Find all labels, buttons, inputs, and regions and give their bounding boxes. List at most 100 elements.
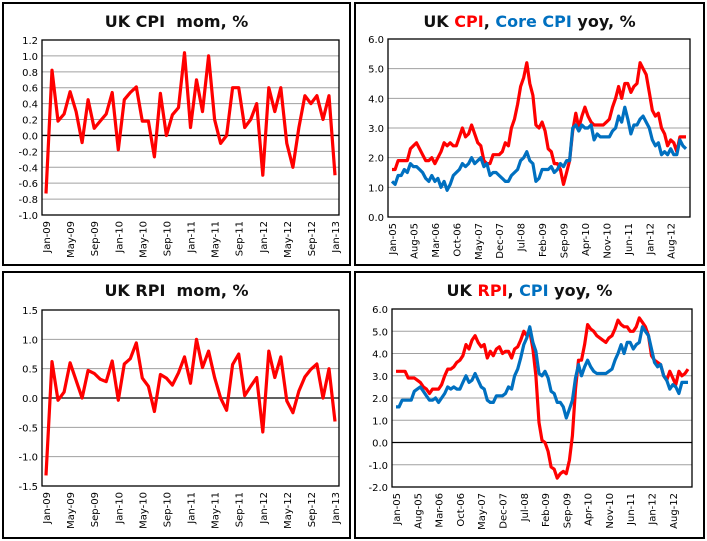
y-tick-label: 0.0 bbox=[22, 394, 38, 405]
y-tick-label: -2.0 bbox=[368, 483, 388, 494]
y-tick-label: 0.0 bbox=[372, 439, 388, 450]
y-tick-label: 0.6 bbox=[22, 84, 38, 95]
chart-title: UK CPI mom, % bbox=[4, 12, 349, 31]
y-tick-label: 3.0 bbox=[368, 124, 384, 135]
y-tick-label: 0.0 bbox=[368, 213, 384, 224]
x-tick-label: Jan-12 bbox=[259, 492, 270, 525]
chart-svg: -2.0 -1.0 0.0 1.0 2.0 3.0 4.0 5.0 6.0 Jan-05 Aug-0… bbox=[368, 305, 693, 530]
y-tick-label: -1.0 bbox=[368, 461, 388, 472]
x-tick-label: Sep-09 bbox=[560, 223, 571, 258]
x-tick-label: Aug-05 bbox=[409, 223, 420, 259]
y-tick-label: 0.8 bbox=[22, 68, 38, 79]
y-tick-label: 0.5 bbox=[22, 365, 38, 376]
series-line-rpi-mom bbox=[44, 337, 337, 476]
x-tick-label: May-07 bbox=[477, 493, 488, 530]
x-tick-label: Jan-12 bbox=[645, 223, 656, 256]
x-tick-label: Oct-06 bbox=[452, 223, 463, 257]
x-tick-label: Sep-10 bbox=[162, 492, 173, 527]
y-tick-label: 1.5 bbox=[22, 306, 38, 317]
chart-title-part: yoy, % bbox=[548, 281, 613, 300]
x-tick-label: Feb-09 bbox=[538, 223, 549, 257]
plot-area-border bbox=[391, 308, 693, 488]
y-tick-label: -1.0 bbox=[18, 211, 38, 222]
y-tick-label: 5.0 bbox=[372, 327, 388, 338]
plot-area-border bbox=[387, 38, 691, 218]
y-tick-label: -0.6 bbox=[18, 179, 38, 190]
series-line-rpi bbox=[396, 316, 690, 480]
y-tick-label: -0.5 bbox=[18, 423, 38, 434]
x-tick-label: Jan-09 bbox=[42, 492, 53, 525]
x-tick-label: Sep-12 bbox=[307, 221, 318, 256]
x-tick-label: Sep-11 bbox=[235, 221, 246, 256]
x-tick-label: Dec-07 bbox=[495, 223, 506, 259]
series-line-cpi-mom bbox=[44, 51, 337, 194]
x-tick-label: Jul-08 bbox=[520, 493, 531, 522]
x-tick-label: Jan-10 bbox=[114, 492, 125, 525]
chart-panel-cpi-core-yoy: UK CPI, Core CPI yoy, % 0.0 1.0 2.0 3.0 4.0 5… bbox=[354, 2, 705, 266]
y-tick-label: 3.0 bbox=[372, 372, 388, 383]
chart-panel-rpi-cpi-yoy: UK RPI, CPI yoy, % -2.0 -1.0 0.0 1.0 2.0 3.0 4… bbox=[354, 271, 705, 539]
x-tick-label: Nov-10 bbox=[605, 493, 616, 529]
y-tick-label: 1.2 bbox=[22, 36, 38, 47]
x-tick-label: Jun-11 bbox=[624, 223, 635, 256]
x-tick-label: Sep-09 bbox=[90, 492, 101, 527]
y-tick-label: 2.0 bbox=[372, 394, 388, 405]
chart-title-part: UK bbox=[423, 12, 455, 31]
y-tick-label: 1.0 bbox=[372, 416, 388, 427]
chart-title-part: UK RPI mom, % bbox=[104, 281, 249, 300]
plot-area-border bbox=[41, 309, 340, 487]
chart-title-part: Core CPI bbox=[495, 12, 572, 31]
x-tick-label: Jan-12 bbox=[648, 493, 659, 526]
x-tick-label: Apr-10 bbox=[581, 223, 592, 256]
x-tick-label: Sep-12 bbox=[307, 492, 318, 527]
x-tick-label: Jul-08 bbox=[517, 223, 528, 252]
chart-title-part: UK CPI mom, % bbox=[104, 12, 249, 31]
x-tick-label: Jan-05 bbox=[392, 493, 403, 526]
chart-title-part: RPI bbox=[477, 281, 508, 300]
x-tick-label: May-12 bbox=[283, 492, 294, 529]
series-line-core-cpi bbox=[390, 105, 688, 192]
x-tick-label: Aug-12 bbox=[669, 493, 680, 529]
y-tick-label: 0.2 bbox=[22, 116, 38, 127]
y-tick-label: 0.4 bbox=[22, 100, 38, 111]
x-tick-label: Sep-10 bbox=[162, 221, 173, 256]
y-tick-label: -0.8 bbox=[18, 195, 38, 206]
x-tick-label: May-07 bbox=[474, 223, 485, 260]
x-tick-label: Nov-10 bbox=[602, 223, 613, 259]
x-tick-label: Oct-06 bbox=[456, 493, 467, 527]
x-tick-label: Mar-06 bbox=[431, 223, 442, 258]
y-tick-label: 4.0 bbox=[368, 94, 384, 105]
chart-svg: 0.0 1.0 2.0 3.0 4.0 5.0 6.0 Jan-05 Aug-05 Mar-06 O… bbox=[368, 35, 691, 260]
x-tick-label: Jan-05 bbox=[388, 223, 399, 256]
chart-svg: -1.5 -1.0 -0.5 0.0 0.5 1.0 1.5 Jan-09 May-09 Sep-… bbox=[18, 306, 342, 529]
x-tick-label: Jan-13 bbox=[331, 492, 342, 525]
chart-title-part: , bbox=[483, 12, 496, 31]
y-tick-label: -1.5 bbox=[18, 482, 38, 493]
series-line-cpi bbox=[396, 325, 688, 420]
x-tick-label: May-09 bbox=[66, 492, 77, 529]
y-tick-label: 1.0 bbox=[368, 183, 384, 194]
chart-title-part: UK bbox=[446, 281, 478, 300]
x-tick-label: Jan-12 bbox=[259, 221, 270, 254]
x-tick-label: Jan-11 bbox=[187, 492, 198, 525]
y-tick-label: -0.4 bbox=[18, 163, 38, 174]
x-tick-label: Feb-09 bbox=[541, 493, 552, 527]
x-tick-label: Jan-11 bbox=[187, 221, 198, 254]
y-tick-label: 0.0 bbox=[22, 131, 38, 142]
x-tick-label: Mar-06 bbox=[435, 493, 446, 528]
series-line-cpi bbox=[392, 61, 686, 186]
x-tick-label: May-10 bbox=[138, 221, 149, 258]
chart-panel-cpi-mom: UK CPI mom, % -1.0 -0.8 -0.6 -0.4 -0.2 0.0 0.2… bbox=[2, 2, 351, 266]
x-tick-label: Sep-09 bbox=[90, 221, 101, 256]
x-tick-label: Apr-10 bbox=[584, 493, 595, 526]
chart-panel-rpi-mom: UK RPI mom, % -1.5 -1.0 -0.5 0.0 0.5 1.0 1.5 Ja… bbox=[2, 271, 351, 539]
y-tick-label: 2.0 bbox=[368, 154, 384, 165]
x-tick-label: Aug-05 bbox=[413, 493, 424, 529]
y-tick-label: 4.0 bbox=[372, 350, 388, 361]
x-tick-label: Sep-11 bbox=[235, 492, 246, 527]
x-tick-label: May-12 bbox=[283, 221, 294, 258]
chart-title: UK CPI, Core CPI yoy, % bbox=[356, 12, 703, 31]
y-tick-label: 5.0 bbox=[368, 65, 384, 76]
chart-title-part: CPI bbox=[519, 281, 549, 300]
x-tick-label: Jan-10 bbox=[114, 221, 125, 254]
